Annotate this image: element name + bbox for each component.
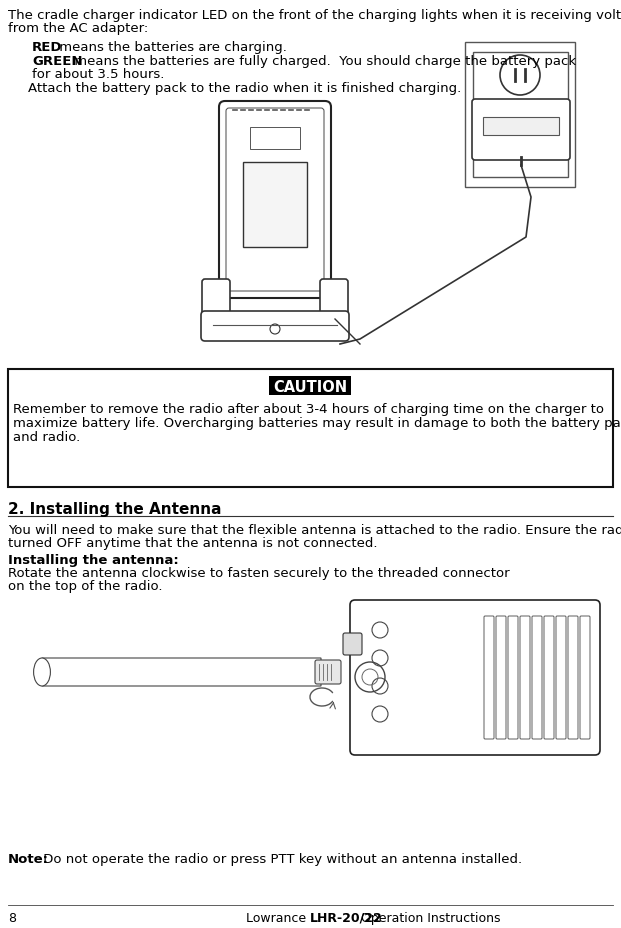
Text: GREEN: GREEN [32,55,83,68]
FancyBboxPatch shape [315,661,341,684]
Bar [8,369,613,487]
FancyBboxPatch shape [343,633,362,655]
FancyBboxPatch shape [556,616,566,740]
Text: RED: RED [32,41,63,54]
FancyBboxPatch shape [350,600,600,755]
FancyBboxPatch shape [219,102,331,299]
Text: Rotate the antenna clockwise to fasten securely to the threaded connector: Rotate the antenna clockwise to fasten s… [8,566,510,579]
Text: turned OFF anytime that the antenna is not connected.: turned OFF anytime that the antenna is n… [8,536,378,549]
Text: for about 3.5 hours.: for about 3.5 hours. [32,68,165,81]
Ellipse shape [34,658,50,687]
Bar [250,128,300,149]
Text: The cradle charger indicator LED on the front of the charging lights when it is : The cradle charger indicator LED on the … [8,9,621,22]
Text: 2. Installing the Antenna: 2. Installing the Antenna [8,501,222,517]
Text: and radio.: and radio. [13,431,80,444]
FancyBboxPatch shape [532,616,542,740]
FancyBboxPatch shape [202,279,230,330]
FancyBboxPatch shape [42,658,321,687]
Text: on the top of the radio.: on the top of the radio. [8,579,163,592]
FancyBboxPatch shape [508,616,518,740]
Text: Note:: Note: [8,852,49,865]
Bar [269,377,351,395]
FancyBboxPatch shape [484,616,494,740]
Bar [465,43,575,187]
FancyBboxPatch shape [568,616,578,740]
Text: means the batteries are fully charged.  You should charge the battery pack: means the batteries are fully charged. Y… [70,55,576,68]
Text: means the batteries are charging.: means the batteries are charging. [55,41,287,54]
Text: maximize battery life. Overcharging batteries may result in damage to both the b: maximize battery life. Overcharging batt… [13,417,621,430]
Bar [243,162,307,248]
FancyBboxPatch shape [320,279,348,330]
FancyBboxPatch shape [201,312,349,342]
Text: LHR-20/22: LHR-20/22 [310,911,383,924]
FancyBboxPatch shape [496,616,506,740]
FancyBboxPatch shape [544,616,554,740]
Text: Do not operate the radio or press PTT key without an antenna installed.: Do not operate the radio or press PTT ke… [39,852,522,865]
Text: Attach the battery pack to the radio when it is finished charging.: Attach the battery pack to the radio whe… [28,82,461,95]
Bar [473,53,568,178]
FancyBboxPatch shape [520,616,530,740]
Text: from the AC adapter:: from the AC adapter: [8,22,148,35]
FancyBboxPatch shape [580,616,590,740]
Text: You will need to make sure that the flexible antenna is attached to the radio. E: You will need to make sure that the flex… [8,523,621,536]
Bar [483,118,559,135]
Text: Lowrance: Lowrance [246,911,310,924]
Text: 8: 8 [8,911,16,924]
Text: Remember to remove the radio after about 3-4 hours of charging time on the charg: Remember to remove the radio after about… [13,403,604,416]
Text: Operation Instructions: Operation Instructions [353,911,501,924]
Text: CAUTION: CAUTION [273,380,347,394]
Text: Installing the antenna:: Installing the antenna: [8,553,179,566]
FancyBboxPatch shape [226,109,324,291]
FancyBboxPatch shape [472,100,570,161]
